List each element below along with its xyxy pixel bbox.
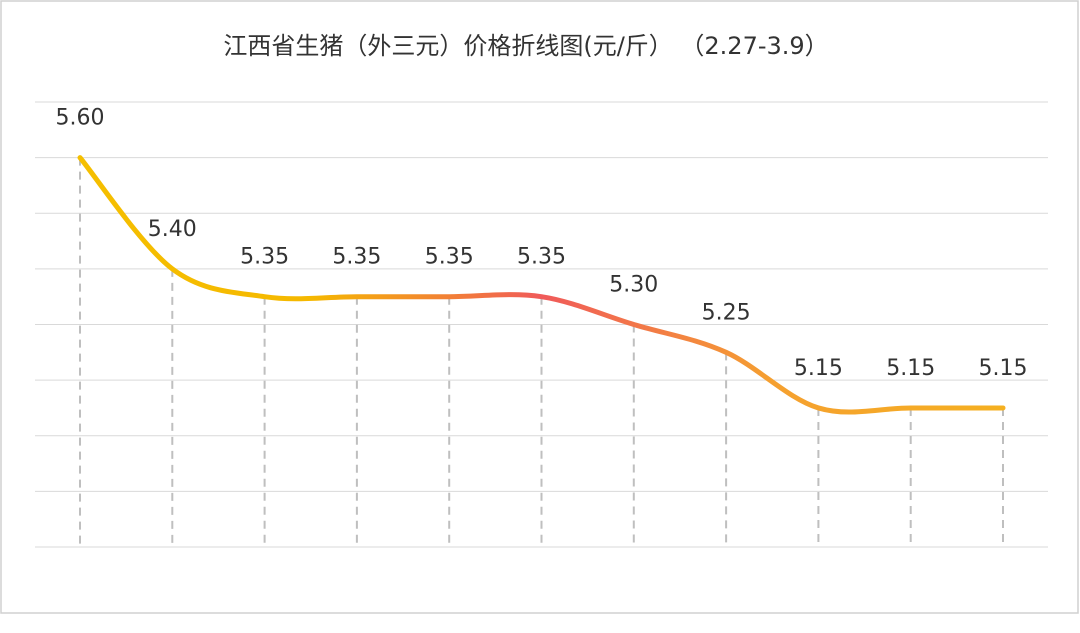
chart-title: 江西省生猪（外三元）价格折线图(元/斤） （2.27-3.9） — [223, 32, 828, 60]
data-label: 5.35 — [517, 245, 566, 270]
chart-frame — [0, 0, 1079, 614]
data-label: 5.15 — [794, 356, 843, 381]
data-label: 5.40 — [148, 217, 197, 242]
data-label: 5.35 — [240, 245, 289, 270]
line — [77, 155, 1006, 415]
data-label: 5.35 — [332, 245, 381, 270]
data-label: 5.15 — [979, 356, 1028, 381]
data-label: 5.25 — [702, 300, 751, 325]
data-label: 5.35 — [425, 245, 474, 270]
data-label: 5.15 — [886, 356, 935, 381]
data-label: 5.60 — [56, 106, 105, 131]
data-label: 5.30 — [609, 273, 658, 298]
